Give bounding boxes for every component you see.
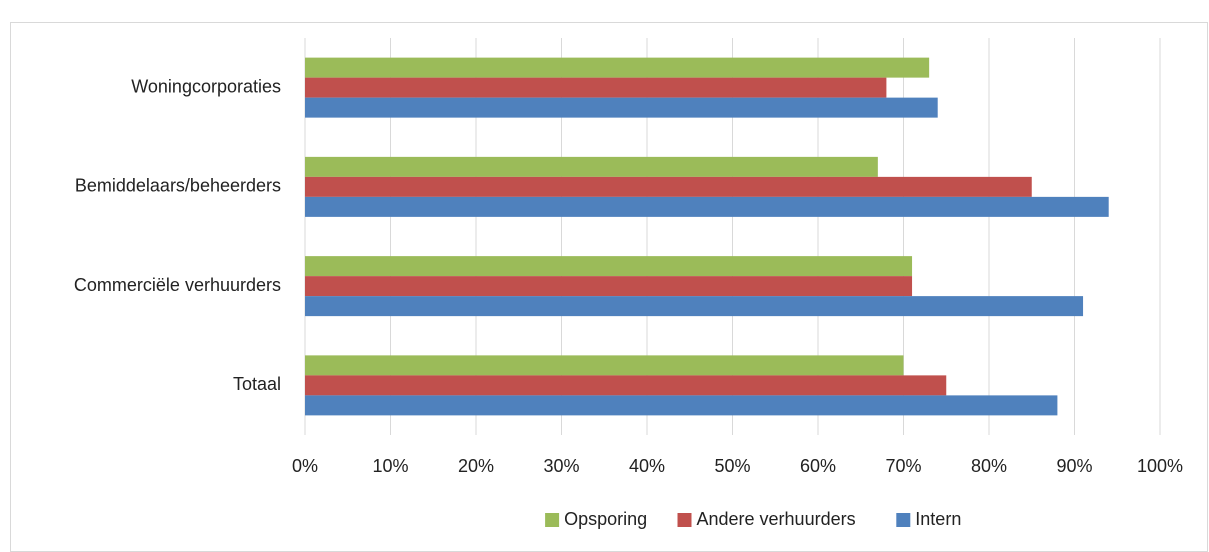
bar (305, 395, 1058, 416)
x-tick-label: 40% (629, 456, 665, 476)
x-tick-label: 100% (1137, 456, 1183, 476)
x-tick-label: 80% (971, 456, 1007, 476)
bar (305, 77, 887, 98)
legend-swatch (896, 513, 911, 527)
bar (305, 375, 947, 396)
legend-swatch (677, 513, 692, 527)
y-tick-label: Woningcorporaties (131, 76, 281, 96)
legend-label: Intern (915, 509, 961, 529)
bar (305, 57, 930, 78)
x-tick-label: 50% (714, 456, 750, 476)
bar (305, 156, 878, 177)
x-tick-label: 90% (1056, 456, 1092, 476)
bar (305, 176, 1032, 197)
bar (305, 296, 1084, 317)
x-tick-label: 10% (372, 456, 408, 476)
x-tick-label: 30% (543, 456, 579, 476)
bar (305, 97, 938, 118)
x-tick-label: 0% (292, 456, 318, 476)
bar (305, 196, 1109, 217)
bar (305, 276, 913, 297)
y-tick-label: Totaal (233, 374, 281, 394)
legend-swatch (545, 513, 560, 527)
bar (305, 256, 913, 277)
y-tick-label: Bemiddelaars/beheerders (75, 176, 281, 196)
x-tick-label: 70% (885, 456, 921, 476)
legend-label: Andere verhuurders (697, 509, 856, 529)
bar (305, 355, 904, 376)
y-tick-label: Commerciële verhuurders (74, 275, 281, 295)
legend-label: Opsporing (564, 509, 647, 529)
x-tick-label: 20% (458, 456, 494, 476)
x-tick-label: 60% (800, 456, 836, 476)
